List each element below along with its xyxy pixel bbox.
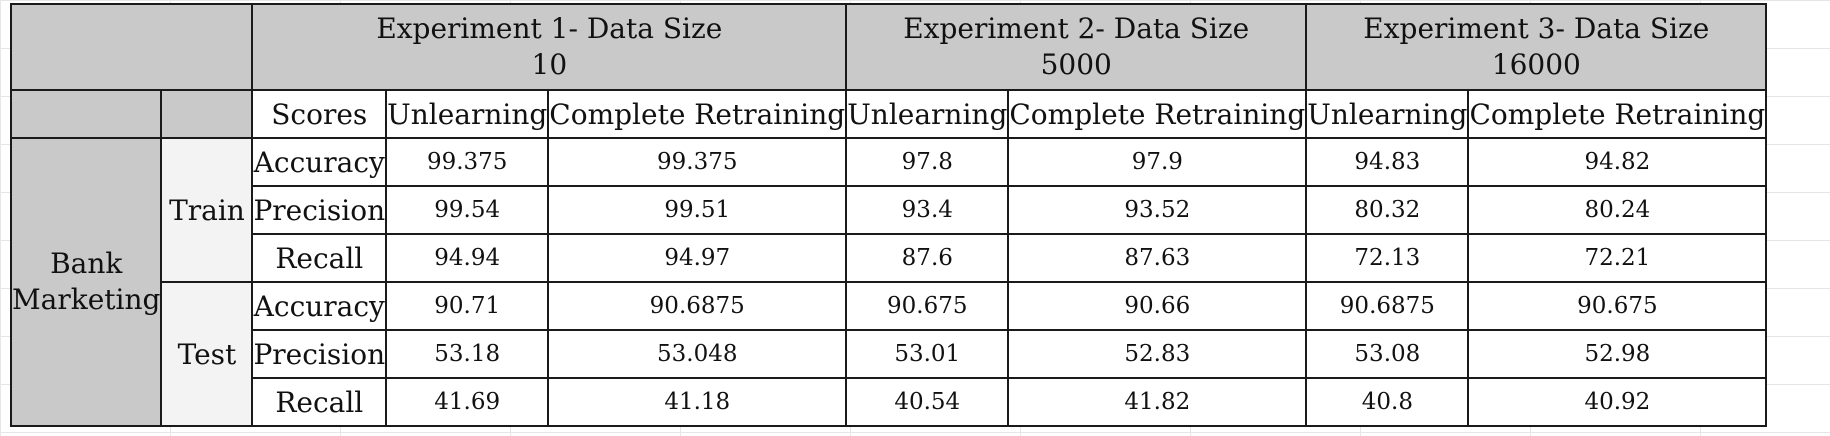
table-cell: 53.01	[845, 329, 1010, 379]
table-cell: 53.18	[385, 329, 550, 379]
table-cell: 90.71	[385, 281, 550, 331]
table-cell: 40.8	[1305, 377, 1470, 427]
table-cell: 72.21	[1467, 233, 1768, 283]
table-cell: 99.54	[385, 185, 550, 235]
table-cell: 99.51	[547, 185, 848, 235]
table-cell: 90.6875	[1305, 281, 1470, 331]
metric-label: Recall	[251, 233, 388, 283]
subheader-blank-dataset	[9, 89, 163, 139]
table-row: Bank Marketing Train Accuracy 99.375 99.…	[9, 137, 1768, 427]
table-cell: 90.675	[1467, 281, 1768, 331]
experiment-3-header: Experiment 3- Data Size 16000	[1305, 3, 1768, 91]
table-cell: 72.13	[1305, 233, 1470, 283]
table-cell: 99.375	[547, 137, 848, 187]
table-cell: 53.08	[1305, 329, 1470, 379]
results-table-container: Experiment 1- Data Size 10 Experiment 2-…	[9, 3, 1768, 427]
table-row: Recall 41.69 41.18 40.54 41.82 40.8 40.9…	[11, 377, 1768, 427]
experiment-header-row: Experiment 1- Data Size 10 Experiment 2-…	[9, 3, 1768, 91]
metric-label: Precision	[251, 329, 388, 379]
column-header-row: Scores Unlearning Complete Retraining Un…	[9, 89, 1768, 139]
table-cell: 40.54	[845, 377, 1010, 427]
experiment-1-title: Experiment 1- Data Size	[376, 12, 723, 45]
experiment-2-header: Experiment 2- Data Size 5000	[845, 3, 1308, 91]
table-row: Precision 99.54 99.51 93.4 93.52 80.32 8…	[11, 185, 1768, 235]
column-header-exp1-retraining: Complete Retraining	[547, 89, 848, 139]
table-cell: 80.24	[1467, 185, 1768, 235]
experiment-2-title: Experiment 2- Data Size	[903, 12, 1250, 45]
table-row: Test Accuracy 90.71 90.6875 90.675 90.66…	[11, 281, 1768, 427]
header-corner-cell	[9, 3, 254, 91]
table-cell: 94.83	[1305, 137, 1470, 187]
table-cell: 80.32	[1305, 185, 1470, 235]
table-row: Precision 53.18 53.048 53.01 52.83 53.08…	[11, 329, 1768, 379]
column-header-exp3-unlearning: Unlearning	[1305, 89, 1470, 139]
dataset-label-line1: Bank	[50, 247, 123, 280]
experiment-1-header: Experiment 1- Data Size 10	[251, 3, 848, 91]
metric-label: Precision	[251, 185, 388, 235]
dataset-label-line2: Marketing	[12, 283, 161, 316]
split-label-train: Train	[160, 137, 254, 283]
experiment-3-title: Experiment 3- Data Size	[1363, 12, 1710, 45]
column-header-exp3-retraining: Complete Retraining	[1467, 89, 1768, 139]
experiment-2-size: 5000	[1040, 48, 1112, 81]
table-cell: 90.6875	[547, 281, 848, 331]
table-cell: 97.8	[845, 137, 1010, 187]
table-cell: 52.98	[1467, 329, 1768, 379]
split-label-test: Test	[160, 281, 254, 427]
table-cell: 41.69	[385, 377, 550, 427]
table-cell: 87.63	[1007, 233, 1308, 283]
table-cell: 94.97	[547, 233, 848, 283]
metric-label: Recall	[251, 377, 388, 427]
column-header-exp2-retraining: Complete Retraining	[1007, 89, 1308, 139]
column-header-exp1-unlearning: Unlearning	[385, 89, 550, 139]
results-table: Experiment 1- Data Size 10 Experiment 2-…	[9, 3, 1768, 427]
table-row: Recall 94.94 94.97 87.6 87.63 72.13 72.2…	[11, 233, 1768, 283]
experiment-3-size: 16000	[1491, 48, 1581, 81]
metric-label: Accuracy	[251, 137, 388, 187]
table-cell: 97.9	[1007, 137, 1308, 187]
table-cell: 90.66	[1007, 281, 1308, 331]
table-cell: 94.94	[385, 233, 550, 283]
table-cell: 99.375	[385, 137, 550, 187]
table-cell: 94.82	[1467, 137, 1768, 187]
metric-label: Accuracy	[251, 281, 388, 331]
table-cell: 93.52	[1007, 185, 1308, 235]
table-cell: 93.4	[845, 185, 1010, 235]
scores-header: Scores	[251, 89, 388, 139]
experiment-1-size: 10	[531, 48, 568, 81]
table-cell: 40.92	[1467, 377, 1768, 427]
table-cell: 87.6	[845, 233, 1010, 283]
table-cell: 41.82	[1007, 377, 1308, 427]
column-header-exp2-unlearning: Unlearning	[845, 89, 1010, 139]
table-cell: 41.18	[547, 377, 848, 427]
subheader-blank-split	[160, 89, 254, 139]
dataset-label: Bank Marketing	[9, 137, 163, 427]
table-cell: 52.83	[1007, 329, 1308, 379]
table-cell: 90.675	[845, 281, 1010, 331]
table-cell: 53.048	[547, 329, 848, 379]
